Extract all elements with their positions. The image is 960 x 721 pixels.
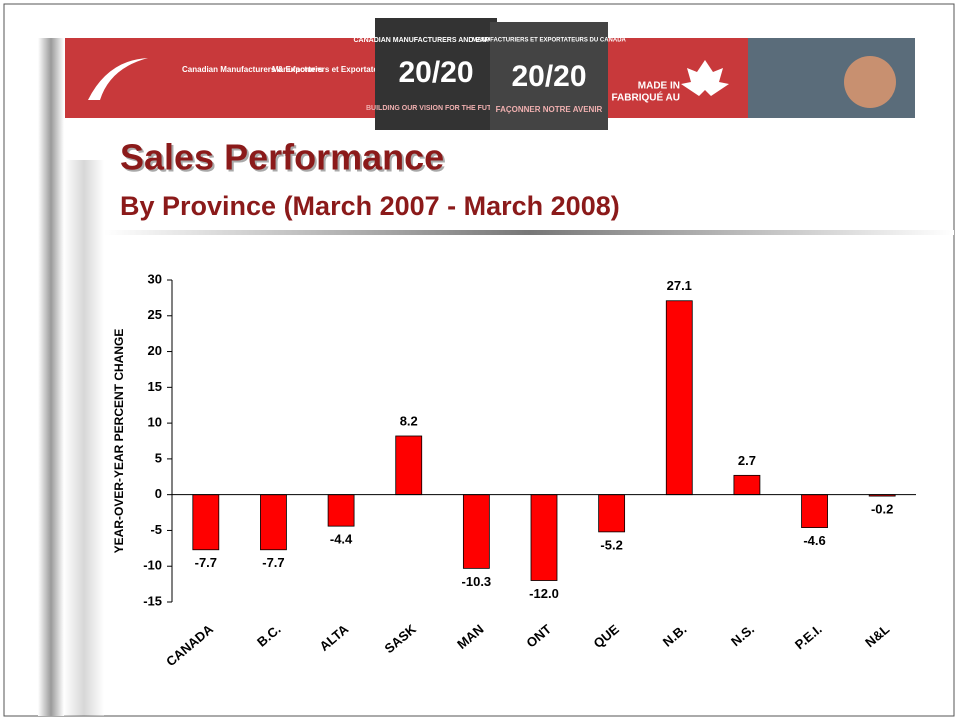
- value-label: 2.7: [738, 453, 756, 468]
- x-tick-label: N&L: [862, 621, 892, 650]
- value-label: -10.3: [462, 574, 492, 589]
- value-label: -5.2: [600, 537, 622, 552]
- value-label: -4.6: [803, 533, 825, 548]
- bar: [462, 494, 490, 569]
- made-in: MADE IN: [638, 81, 680, 92]
- y-tick-label: 0: [155, 486, 162, 501]
- side-bar: [38, 38, 64, 716]
- divider: [104, 230, 954, 235]
- maple-leaf: [681, 60, 729, 96]
- chart-subtitle: By Province (March 2007 - March 2008): [120, 191, 620, 221]
- bar: [801, 494, 828, 528]
- bar: [530, 494, 558, 581]
- logo-en-box: [375, 18, 497, 130]
- x-tick-label: B.C.: [254, 621, 284, 649]
- y-tick-label: -15: [143, 593, 162, 608]
- x-tick-label: SASK: [382, 621, 420, 656]
- y-tick-label: -5: [150, 522, 162, 537]
- chart-title-shadow: Sales Performance: [122, 139, 446, 180]
- logo-en-num: 20/20: [398, 56, 473, 89]
- bar: [598, 494, 626, 533]
- x-tick-label: QUE: [591, 621, 622, 651]
- x-tick-label: P.E.I.: [792, 621, 825, 652]
- y-tick-label: 5: [155, 450, 162, 465]
- y-tick-label: 15: [148, 379, 162, 394]
- y-tick-label: 10: [148, 415, 162, 430]
- logo-en-bottom: BUILDING OUR VISION FOR THE FUTURE: [366, 105, 506, 112]
- x-tick-label: ONT: [523, 621, 554, 650]
- x-tick-label: MAN: [454, 621, 486, 652]
- bar: [395, 435, 423, 496]
- x-tick-label: CANADA: [163, 621, 216, 669]
- y-tick-label: 20: [148, 343, 162, 358]
- x-tick-label: N.B.: [660, 621, 690, 649]
- bar: [665, 300, 693, 496]
- photo-face: [844, 56, 896, 108]
- chart-title: Sales Performance: [120, 137, 444, 178]
- value-label: 8.2: [400, 413, 418, 428]
- bar: [327, 494, 355, 527]
- bar: [260, 494, 287, 551]
- value-label: -7.7: [195, 555, 217, 570]
- x-tick-label: ALTA: [317, 621, 352, 654]
- org-en: Canadian Manufacturers & Exporters: [182, 65, 323, 74]
- value-label: -7.7: [262, 555, 284, 570]
- x-tick-label: N.S.: [728, 621, 757, 649]
- logo-fr-num: 20/20: [511, 60, 586, 93]
- logo-fr-bottom: FAÇONNER NOTRE AVENIR: [496, 105, 603, 114]
- value-label: -4.4: [330, 532, 353, 547]
- side-bar-inner: [64, 160, 104, 716]
- slide-frame: [3, 3, 955, 717]
- bar: [733, 474, 761, 496]
- fabrique-au: FABRIQUÉ AU: [611, 91, 680, 104]
- y-axis-label: YEAR-OVER-YEAR PERCENT CHANGE: [112, 329, 126, 554]
- y-tick-label: 30: [148, 271, 162, 286]
- logo-fr-top: MANUFACTURIERS ET EXPORTATEURS DU CANADA: [472, 38, 626, 44]
- y-tick-label: -10: [143, 558, 162, 573]
- value-label: -0.2: [871, 502, 893, 517]
- value-label: -12.0: [529, 586, 559, 601]
- org-fr: Manufacturiers et Exportateurs du Canada: [272, 65, 434, 74]
- value-label: 27.1: [667, 278, 692, 293]
- logo-swoosh: [88, 58, 148, 100]
- y-tick-label: 25: [148, 307, 162, 322]
- logo-en-top: CANADIAN MANUFACTURERS AND EXPORTERS: [353, 37, 518, 44]
- bar: [192, 494, 220, 551]
- logo-fr-box: [490, 22, 608, 130]
